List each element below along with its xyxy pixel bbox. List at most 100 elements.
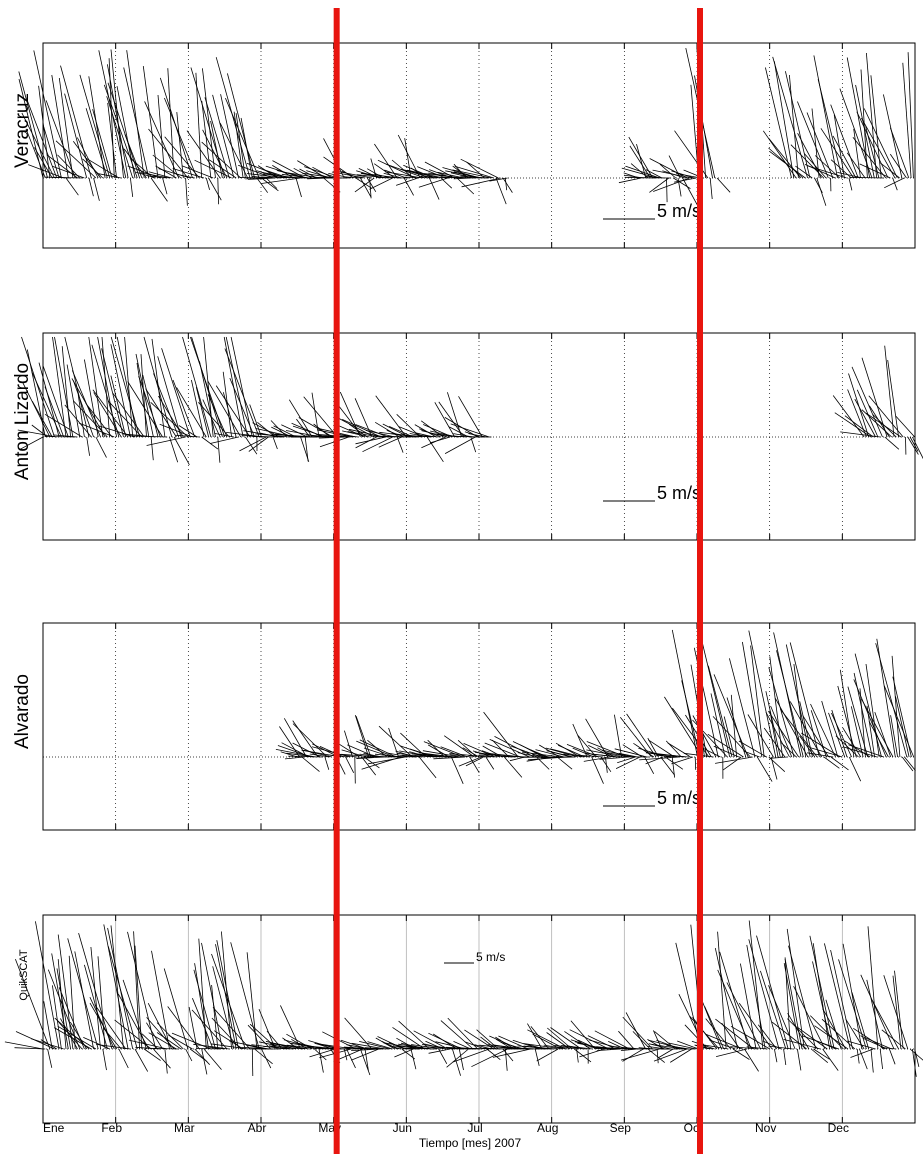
wind-stick xyxy=(861,409,892,438)
wind-stick xyxy=(52,336,67,438)
wind-stick xyxy=(201,100,212,179)
wind-stick xyxy=(18,71,48,179)
wind-stick xyxy=(589,1039,623,1050)
wind-stick xyxy=(211,953,246,1050)
wind-stick xyxy=(504,1048,508,1071)
wind-stick xyxy=(86,436,90,456)
wind-stick xyxy=(217,177,219,205)
wind-stick xyxy=(837,172,863,179)
wind-stick xyxy=(135,171,156,179)
wind-stick xyxy=(97,956,106,1050)
wind-stick xyxy=(15,958,51,1050)
wind-sticks xyxy=(4,920,923,1077)
wind-stick xyxy=(884,177,905,189)
wind-stick xyxy=(61,346,71,438)
wind-stick xyxy=(173,436,190,465)
wind-stick xyxy=(76,137,99,179)
wind-stick xyxy=(503,756,523,778)
wind-stick xyxy=(191,379,205,438)
wind-stick xyxy=(194,963,209,1050)
wind-stick xyxy=(787,1012,810,1050)
highlight-lines xyxy=(333,8,703,1154)
wind-stick xyxy=(907,436,919,455)
wind-stick xyxy=(271,1045,303,1050)
wind-stick xyxy=(318,1048,324,1073)
wind-stick xyxy=(281,173,310,179)
wind-stick xyxy=(570,1020,596,1050)
wind-stick xyxy=(71,378,106,438)
wind-stick xyxy=(865,412,902,438)
wind-stick xyxy=(451,756,464,784)
wind-stick xyxy=(429,436,451,444)
wind-stick xyxy=(721,1022,741,1050)
wind-stick xyxy=(292,720,319,758)
wind-stick xyxy=(258,1008,276,1050)
wind-stick xyxy=(847,686,869,758)
wind-stick xyxy=(199,361,216,438)
x-tick-label: Dec xyxy=(828,1121,849,1135)
wind-stick xyxy=(209,1047,225,1050)
panel-frame xyxy=(42,622,916,831)
wind-stick xyxy=(787,1018,819,1050)
wind-stick xyxy=(85,108,108,179)
wind-stick xyxy=(190,336,226,438)
wind-stick xyxy=(682,177,699,206)
wind-stick xyxy=(865,663,880,758)
wind-stick xyxy=(21,336,55,438)
wind-stick xyxy=(172,379,196,438)
wind-stick xyxy=(350,1048,379,1061)
wind-stick xyxy=(726,697,747,758)
wind-stick xyxy=(832,135,857,179)
wind-stick xyxy=(656,1048,659,1064)
wind-stick xyxy=(275,749,316,758)
wind-stick xyxy=(55,140,97,179)
wind-stick xyxy=(458,756,482,767)
wind-stick xyxy=(763,727,786,758)
wind-stick xyxy=(354,714,369,758)
wind-stick xyxy=(833,114,845,179)
wind-stick xyxy=(796,1026,828,1050)
wind-stick xyxy=(855,84,875,179)
wind-stick xyxy=(851,366,883,438)
wind-stick xyxy=(418,177,448,188)
wind-stick xyxy=(756,756,773,782)
wind-stick xyxy=(43,1001,53,1050)
wind-stick xyxy=(261,1048,272,1069)
wind-stick xyxy=(820,128,854,179)
wind-stick xyxy=(176,112,184,179)
wind-stick xyxy=(88,177,94,197)
wind-stick xyxy=(84,359,99,438)
wind-stick xyxy=(856,389,879,438)
wind-stick xyxy=(388,755,417,758)
wind-stick xyxy=(504,177,508,191)
wind-stick xyxy=(148,128,189,179)
wind-stick xyxy=(561,1045,593,1050)
wind-stick xyxy=(645,169,663,179)
wind-stick xyxy=(127,165,161,179)
wind-stick xyxy=(361,172,400,179)
wind-stick xyxy=(365,430,395,438)
wind-stick xyxy=(31,371,62,438)
wind-stick xyxy=(225,97,260,179)
wind-stick xyxy=(210,436,239,444)
wind-stick xyxy=(677,1040,699,1050)
wind-stick xyxy=(201,1048,208,1075)
wind-stick xyxy=(783,1039,821,1050)
wind-stick xyxy=(652,169,692,179)
wind-stick xyxy=(303,396,338,438)
wind-stick xyxy=(185,177,188,206)
wind-stick xyxy=(78,932,113,1050)
wind-stick xyxy=(91,344,120,438)
wind-stick xyxy=(870,1048,874,1073)
x-tick-label: Mar xyxy=(174,1121,195,1135)
wind-stick xyxy=(625,165,660,179)
wind-stick xyxy=(107,102,117,179)
wind-stick xyxy=(586,749,624,758)
wind-stick xyxy=(344,176,363,179)
wind-stick xyxy=(842,727,862,758)
wind-stick xyxy=(126,50,145,179)
wind-stick xyxy=(465,1041,485,1050)
panel-label: QuikSCAT xyxy=(18,949,30,1000)
wind-stick xyxy=(193,969,216,1050)
wind-stick xyxy=(746,944,766,1050)
